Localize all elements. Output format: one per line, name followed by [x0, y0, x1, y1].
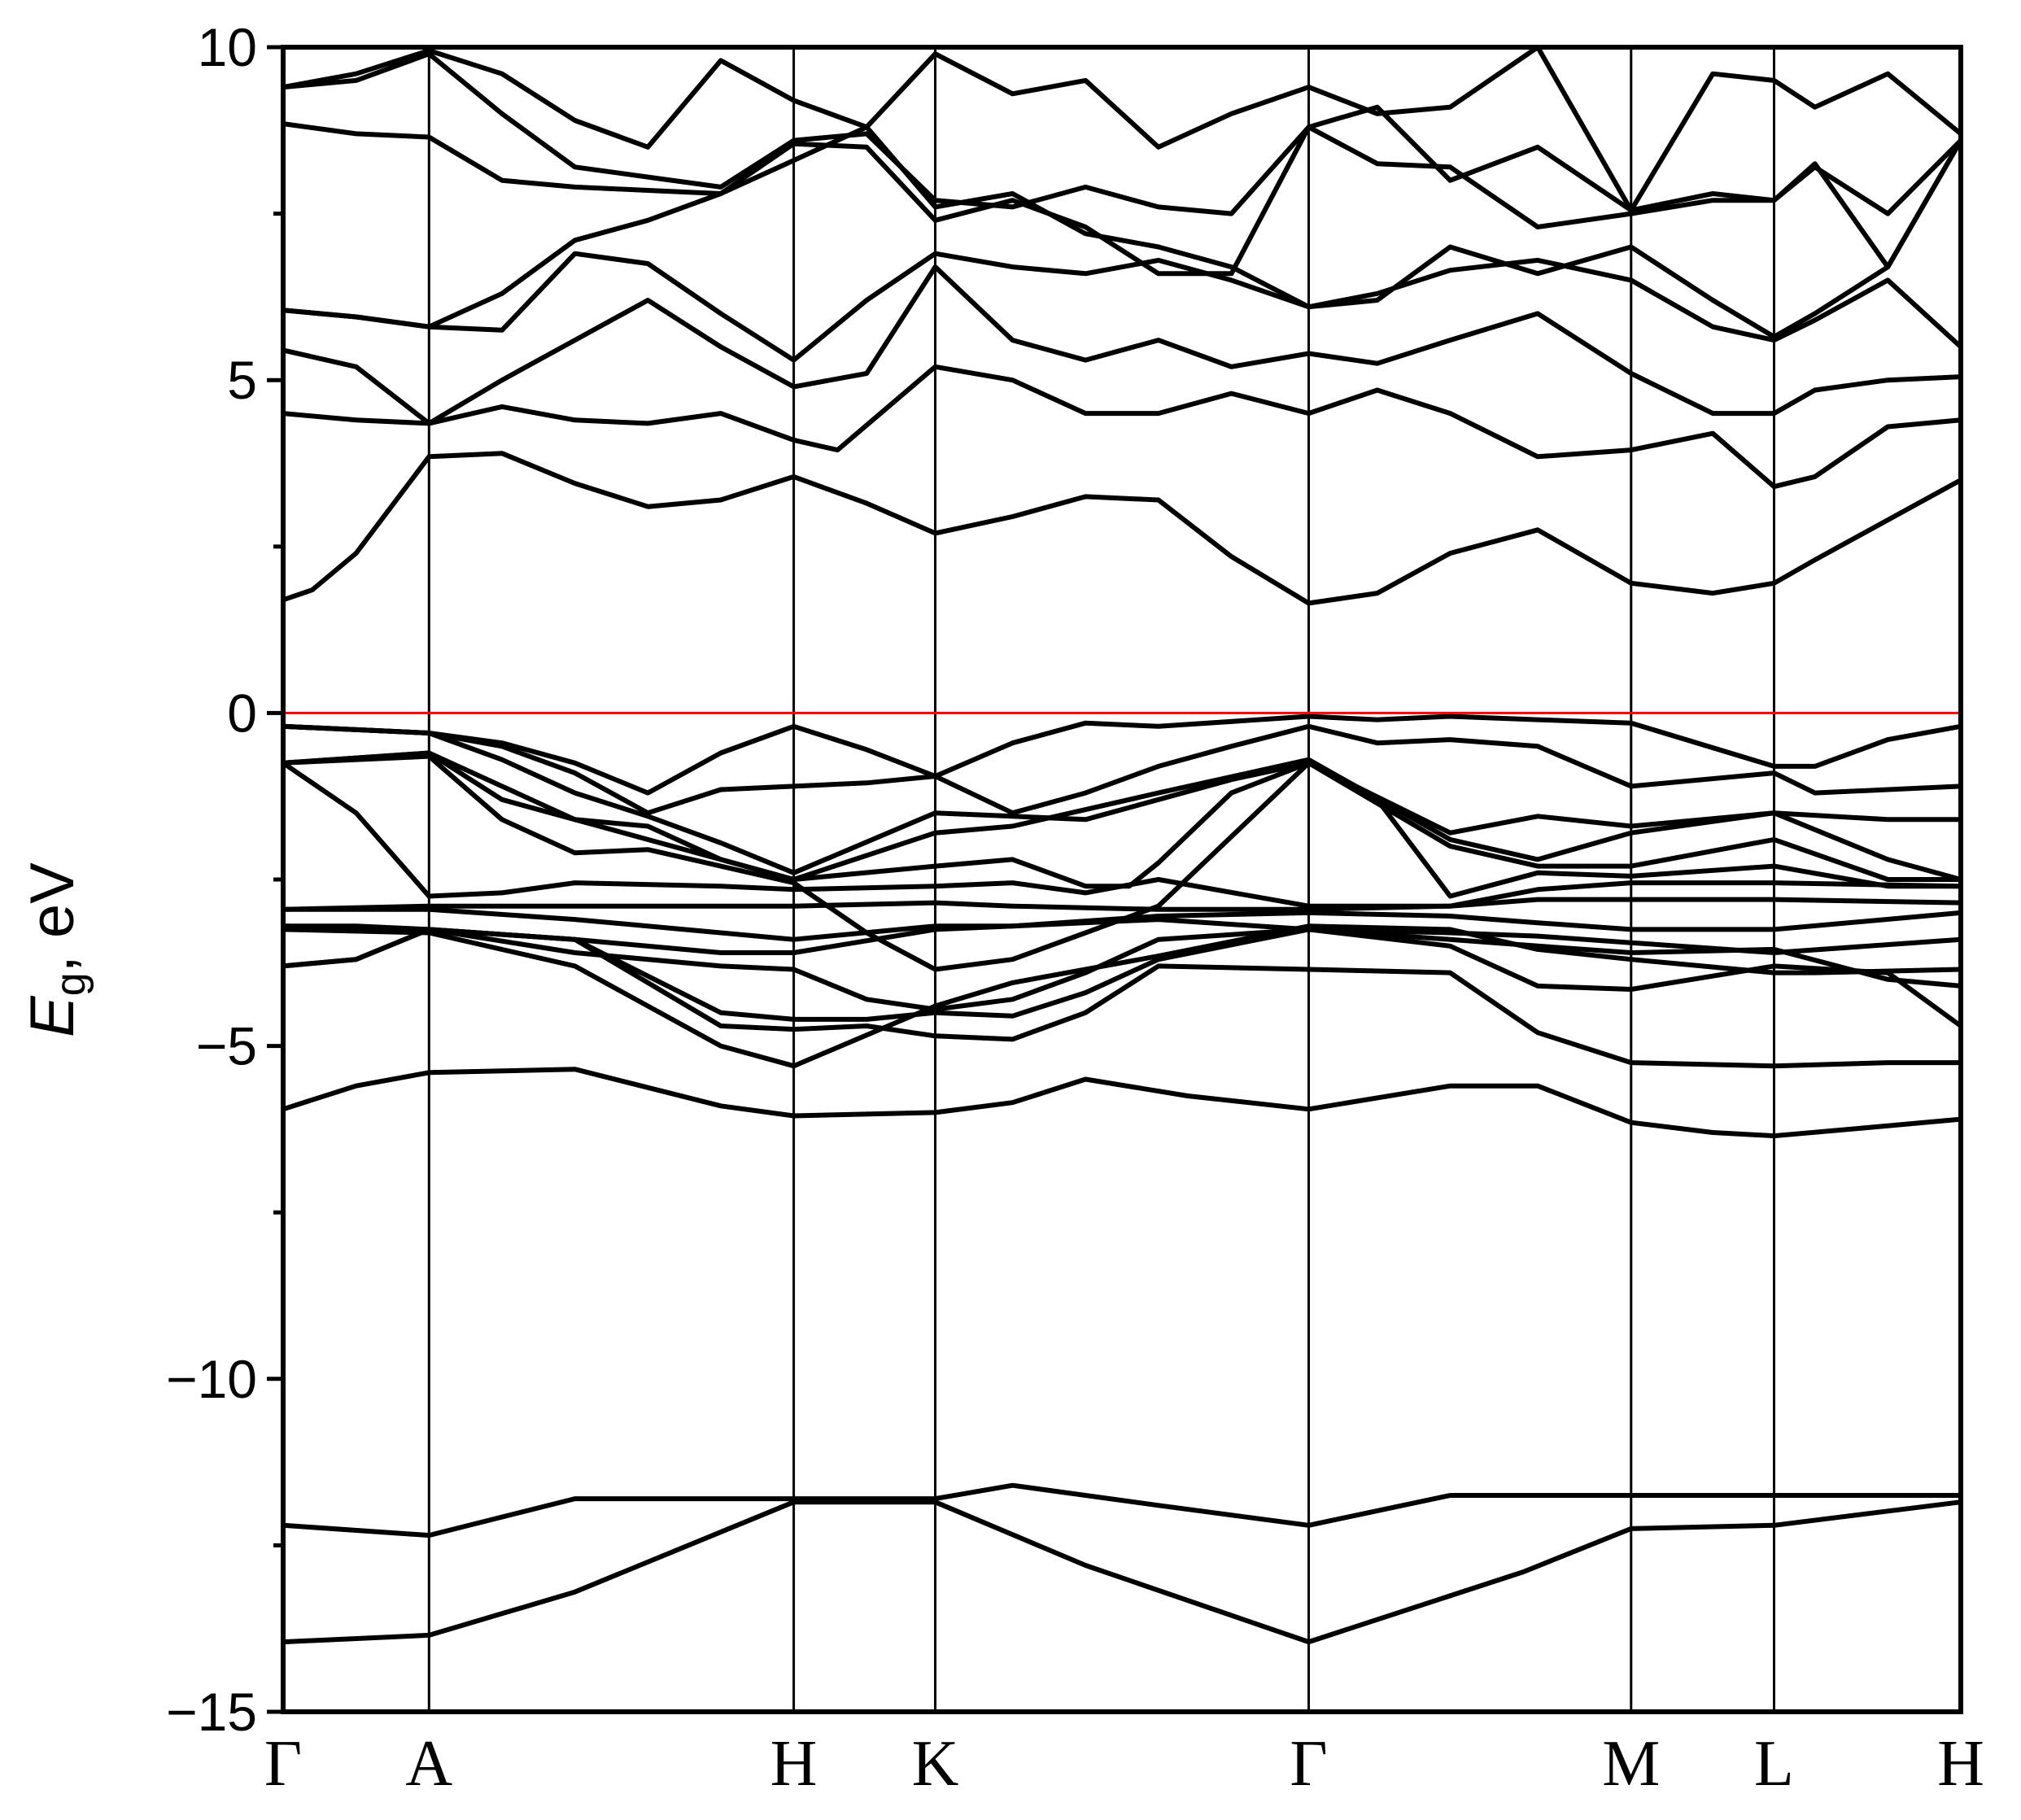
y-tick-label: 5: [227, 350, 257, 410]
band-line-21: [281, 251, 1963, 363]
y-axis-label-unit: , eV: [18, 862, 87, 972]
band-line-24: [281, 51, 1963, 270]
kpoint-label: H: [770, 1728, 818, 1800]
band-line-25: [281, 45, 1963, 213]
kpoint-label: K: [912, 1728, 959, 1800]
kpoint-label: L: [1754, 1728, 1794, 1800]
y-tick-label: 0: [227, 683, 257, 743]
band-line-2: [281, 1482, 1963, 1538]
band-line-17: [281, 714, 1963, 796]
band-line-15: [281, 723, 1963, 875]
band-line-1: [281, 1499, 1963, 1645]
y-axis-ticks: 10 5 0 −5 −10 −15: [166, 17, 283, 1742]
band-line-23: [281, 121, 1963, 277]
y-tick-label: −10: [166, 1349, 257, 1409]
y-axis-label-subscript: g: [47, 972, 94, 996]
kpoint-label: H: [1937, 1728, 1984, 1800]
band-line-18: [281, 451, 1963, 606]
band-line-10: [281, 897, 1963, 912]
band-line-16: [281, 723, 1963, 816]
band-line-22: [281, 124, 1963, 339]
band-line-7: [281, 923, 1963, 1069]
band-line-19: [281, 364, 1963, 490]
kpoint-label: Γ: [264, 1728, 302, 1800]
band-line-9: [281, 906, 1963, 942]
band-line-20: [281, 264, 1963, 426]
kpoint-label: A: [405, 1728, 452, 1800]
y-tick-label: 10: [198, 17, 257, 77]
y-tick-label: −5: [196, 1016, 257, 1076]
y-axis-label: Eg, eV: [18, 862, 94, 1037]
band-line-6: [281, 923, 1963, 1012]
kpoint-label: Γ: [1290, 1728, 1327, 1800]
band-series: [281, 45, 1963, 1645]
y-axis-label-symbol: E: [18, 995, 87, 1037]
band-line-3: [281, 1067, 1963, 1139]
kpoint-lines: [427, 47, 1775, 1712]
band-line-11: [281, 760, 1963, 909]
y-tick-label: −15: [166, 1682, 257, 1742]
band-line-13: [281, 753, 1963, 972]
kpoint-label: M: [1602, 1728, 1660, 1800]
